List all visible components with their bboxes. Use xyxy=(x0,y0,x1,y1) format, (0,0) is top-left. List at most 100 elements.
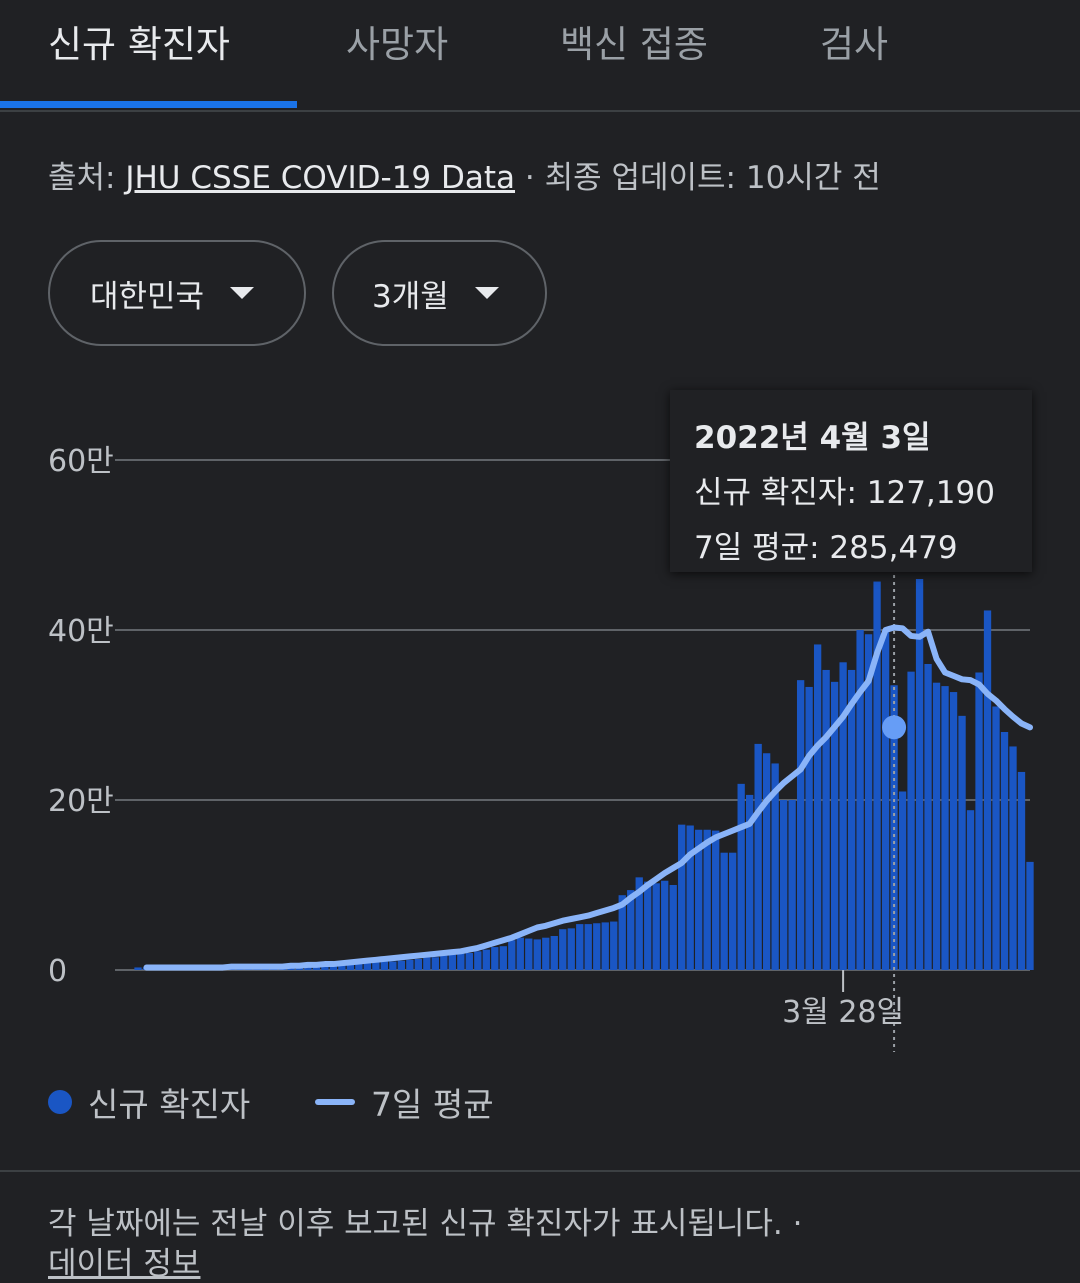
bar xyxy=(847,669,856,970)
bar xyxy=(661,880,669,970)
tab-vaccination[interactable]: 백신 접종 xyxy=(560,23,708,66)
bar xyxy=(338,964,346,970)
bar xyxy=(762,753,771,970)
bar xyxy=(346,963,355,970)
bar xyxy=(542,937,550,970)
source-link[interactable]: JHU CSSE COVID-19 Data xyxy=(125,160,516,196)
bar xyxy=(414,958,422,970)
legend-new-cases-label: 신규 확진자 xyxy=(88,1085,251,1124)
bar xyxy=(695,829,703,970)
country-dropdown[interactable]: 대한민국 xyxy=(48,240,306,346)
bar xyxy=(864,634,873,970)
source-line: 출처: JHU CSSE COVID-19 Data · 최종 업데이트: 10… xyxy=(48,152,881,197)
last-updated: · 최종 업데이트: 10시간 전 xyxy=(515,160,881,196)
bar xyxy=(822,669,830,970)
chart-tooltip: 2022년 4월 3일 신규 확진자: 127,190 7일 평균: 285,4… xyxy=(670,390,1032,572)
country-dropdown-label: 대한민국 xyxy=(90,278,205,315)
bar xyxy=(975,672,983,970)
bar xyxy=(457,953,465,970)
bar xyxy=(830,681,839,970)
bar xyxy=(678,824,686,970)
y-tick-label: 40만 xyxy=(48,614,114,649)
bar xyxy=(983,610,992,970)
bar xyxy=(1026,861,1034,970)
active-tab-indicator xyxy=(0,101,297,108)
bar-series xyxy=(134,579,1034,970)
y-tick-label: 0 xyxy=(48,954,67,989)
bar xyxy=(669,885,677,970)
bar xyxy=(686,825,694,970)
data-info-link[interactable]: 데이터 정보 xyxy=(48,1246,201,1282)
bar xyxy=(618,895,626,970)
bar xyxy=(474,951,482,970)
chevron-down-icon xyxy=(230,287,255,299)
bar xyxy=(601,922,609,970)
bar xyxy=(627,890,635,970)
bar xyxy=(805,686,813,970)
bar xyxy=(610,921,618,970)
bar xyxy=(644,881,652,970)
bar xyxy=(423,957,431,970)
bar xyxy=(754,743,762,970)
legend-seven-day-average: 7일 평균 xyxy=(315,1078,494,1126)
legend-new-cases: 신규 확진자 xyxy=(48,1078,250,1126)
bar xyxy=(746,794,754,970)
bar xyxy=(856,630,864,970)
bar xyxy=(134,967,142,970)
bar xyxy=(1009,746,1017,970)
cases-chart[interactable]: 0 20만 40만 60만 3월 28일 xyxy=(0,380,1080,1060)
bar xyxy=(508,940,516,970)
divider xyxy=(0,1170,1080,1172)
tooltip-date: 2022년 4월 3일 xyxy=(694,420,931,456)
legend-dot-icon xyxy=(48,1090,72,1114)
bar xyxy=(559,929,567,970)
bar xyxy=(465,953,473,970)
bar xyxy=(491,947,499,970)
bar xyxy=(720,852,728,970)
bar xyxy=(525,938,533,970)
bar xyxy=(440,955,448,970)
bar xyxy=(380,961,389,970)
bar xyxy=(389,961,397,970)
bar xyxy=(567,928,575,970)
bar xyxy=(737,783,745,970)
bar xyxy=(915,579,924,970)
bar xyxy=(482,949,490,970)
bar xyxy=(941,686,949,970)
source-prefix: 출처: xyxy=(48,160,126,196)
bar xyxy=(729,852,737,970)
bar xyxy=(499,946,507,970)
bar xyxy=(372,962,380,970)
bar xyxy=(839,662,847,970)
bar xyxy=(431,957,439,970)
seven-day-average-line xyxy=(143,624,1033,971)
y-tick-label: 60만 xyxy=(48,444,114,479)
legend-line-icon xyxy=(315,1099,355,1105)
bar xyxy=(771,763,779,970)
tab-deaths[interactable]: 사망자 xyxy=(346,23,449,66)
bar xyxy=(924,664,932,970)
x-axis-tick-label: 3월 28일 xyxy=(782,995,904,1030)
highlight-point xyxy=(882,715,907,740)
bar xyxy=(703,829,711,970)
bar xyxy=(949,692,958,970)
tab-testing[interactable]: 검사 xyxy=(820,23,889,66)
bar xyxy=(907,671,915,970)
bar xyxy=(550,936,558,970)
bar xyxy=(576,924,584,970)
footnote: 각 날짜에는 전날 이후 보고된 신규 확진자가 표시됩니다. · xyxy=(48,1206,803,1242)
bar xyxy=(992,706,1000,970)
bar xyxy=(448,954,456,970)
tooltip-seven-day-average: 7일 평균: 285,479 xyxy=(694,530,958,566)
bar xyxy=(932,682,941,970)
bar xyxy=(881,630,890,970)
bar xyxy=(584,924,592,970)
tab-bar: 신규 확진자 사망자 백신 접종 검사 xyxy=(0,0,1080,112)
bar xyxy=(966,810,975,970)
bar xyxy=(406,959,414,970)
tab-new-cases[interactable]: 신규 확진자 xyxy=(48,23,230,66)
bar xyxy=(873,581,881,970)
bar xyxy=(788,800,796,970)
bar xyxy=(533,939,541,970)
period-dropdown[interactable]: 3개월 xyxy=(332,240,547,346)
